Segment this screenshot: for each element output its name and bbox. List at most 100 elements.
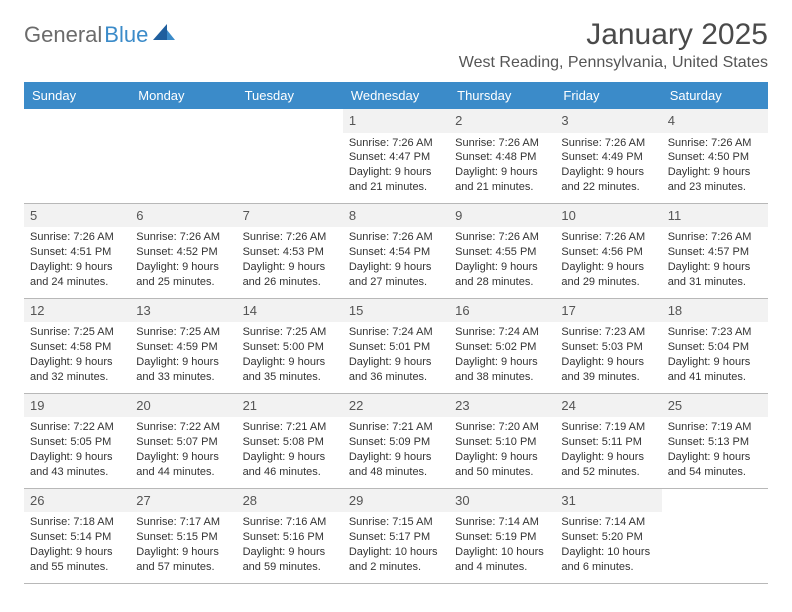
location: West Reading, Pennsylvania, United State…	[459, 54, 768, 72]
calendar-row: 19Sunrise: 7:22 AMSunset: 5:05 PMDayligh…	[24, 393, 768, 488]
calendar-row: 26Sunrise: 7:18 AMSunset: 5:14 PMDayligh…	[24, 488, 768, 583]
day-number: 19	[24, 394, 130, 418]
day-info: Sunrise: 7:25 AMSunset: 4:58 PMDaylight:…	[30, 325, 124, 384]
day-number: 9	[449, 204, 555, 228]
day-info: Sunrise: 7:22 AMSunset: 5:07 PMDaylight:…	[136, 420, 230, 479]
day-number: 14	[237, 299, 343, 323]
calendar-cell: 28Sunrise: 7:16 AMSunset: 5:16 PMDayligh…	[237, 488, 343, 583]
day-number: 15	[343, 299, 449, 323]
calendar-cell: 14Sunrise: 7:25 AMSunset: 5:00 PMDayligh…	[237, 298, 343, 393]
day-number: 5	[24, 204, 130, 228]
weekday-row: SundayMondayTuesdayWednesdayThursdayFrid…	[24, 82, 768, 109]
calendar-page: GeneralBlue January 2025 West Reading, P…	[0, 0, 792, 608]
day-number: 17	[555, 299, 661, 323]
day-number: 28	[237, 489, 343, 513]
day-number: 22	[343, 394, 449, 418]
calendar-cell: 27Sunrise: 7:17 AMSunset: 5:15 PMDayligh…	[130, 488, 236, 583]
day-number: 29	[343, 489, 449, 513]
calendar-cell: 2 Sunrise: 7:26 AMSunset: 4:48 PMDaylight…	[449, 109, 555, 203]
day-number: 4	[662, 109, 768, 133]
calendar-cell	[24, 109, 130, 203]
header: GeneralBlue January 2025 West Reading, P…	[24, 18, 768, 72]
day-info: Sunrise: 7:26 AMSunset: 4:55 PMDaylight:…	[455, 230, 549, 289]
weekday-header: Tuesday	[237, 82, 343, 109]
day-number: 8	[343, 204, 449, 228]
day-number: 26	[24, 489, 130, 513]
calendar-cell: 8Sunrise: 7:26 AMSunset: 4:54 PMDaylight…	[343, 203, 449, 298]
day-info: Sunrise: 7:26 AMSunset: 4:50 PMDaylight:…	[668, 136, 762, 195]
day-number: 27	[130, 489, 236, 513]
day-info: Sunrise: 7:26 AMSunset: 4:47 PMDaylight:…	[349, 136, 443, 195]
calendar-cell: 24Sunrise: 7:19 AMSunset: 5:11 PMDayligh…	[555, 393, 661, 488]
calendar-cell: 15Sunrise: 7:24 AMSunset: 5:01 PMDayligh…	[343, 298, 449, 393]
day-number: 24	[555, 394, 661, 418]
calendar-cell: 13Sunrise: 7:25 AMSunset: 4:59 PMDayligh…	[130, 298, 236, 393]
day-info: Sunrise: 7:14 AMSunset: 5:19 PMDaylight:…	[455, 515, 549, 574]
day-number: 23	[449, 394, 555, 418]
day-info: Sunrise: 7:19 AMSunset: 5:13 PMDaylight:…	[668, 420, 762, 479]
calendar-cell: 10Sunrise: 7:26 AMSunset: 4:56 PMDayligh…	[555, 203, 661, 298]
day-info: Sunrise: 7:15 AMSunset: 5:17 PMDaylight:…	[349, 515, 443, 574]
calendar-row: 12Sunrise: 7:25 AMSunset: 4:58 PMDayligh…	[24, 298, 768, 393]
calendar-cell: 3 Sunrise: 7:26 AMSunset: 4:49 PMDaylight…	[555, 109, 661, 203]
calendar-cell: 6Sunrise: 7:26 AMSunset: 4:52 PMDaylight…	[130, 203, 236, 298]
day-info: Sunrise: 7:25 AMSunset: 4:59 PMDaylight:…	[136, 325, 230, 384]
day-info: Sunrise: 7:22 AMSunset: 5:05 PMDaylight:…	[30, 420, 124, 479]
day-info: Sunrise: 7:25 AMSunset: 5:00 PMDaylight:…	[243, 325, 337, 384]
weekday-header: Sunday	[24, 82, 130, 109]
day-number: 2	[449, 109, 555, 133]
calendar-table: SundayMondayTuesdayWednesdayThursdayFrid…	[24, 82, 768, 584]
day-number: 31	[555, 489, 661, 513]
calendar-cell: 21Sunrise: 7:21 AMSunset: 5:08 PMDayligh…	[237, 393, 343, 488]
calendar-cell: 9Sunrise: 7:26 AMSunset: 4:55 PMDaylight…	[449, 203, 555, 298]
weekday-header: Thursday	[449, 82, 555, 109]
calendar-cell: 29Sunrise: 7:15 AMSunset: 5:17 PMDayligh…	[343, 488, 449, 583]
day-number: 13	[130, 299, 236, 323]
day-info: Sunrise: 7:16 AMSunset: 5:16 PMDaylight:…	[243, 515, 337, 574]
day-info: Sunrise: 7:18 AMSunset: 5:14 PMDaylight:…	[30, 515, 124, 574]
day-number: 25	[662, 394, 768, 418]
day-info: Sunrise: 7:26 AMSunset: 4:53 PMDaylight:…	[243, 230, 337, 289]
weekday-header: Saturday	[662, 82, 768, 109]
month-title: January 2025	[459, 18, 768, 52]
day-number: 7	[237, 204, 343, 228]
calendar-cell: 16Sunrise: 7:24 AMSunset: 5:02 PMDayligh…	[449, 298, 555, 393]
day-info: Sunrise: 7:23 AMSunset: 5:03 PMDaylight:…	[561, 325, 655, 384]
calendar-cell: 22Sunrise: 7:21 AMSunset: 5:09 PMDayligh…	[343, 393, 449, 488]
calendar-cell: 17Sunrise: 7:23 AMSunset: 5:03 PMDayligh…	[555, 298, 661, 393]
calendar-cell: 23Sunrise: 7:20 AMSunset: 5:10 PMDayligh…	[449, 393, 555, 488]
calendar-cell: 7Sunrise: 7:26 AMSunset: 4:53 PMDaylight…	[237, 203, 343, 298]
day-info: Sunrise: 7:26 AMSunset: 4:56 PMDaylight:…	[561, 230, 655, 289]
day-info: Sunrise: 7:19 AMSunset: 5:11 PMDaylight:…	[561, 420, 655, 479]
calendar-cell: 19Sunrise: 7:22 AMSunset: 5:05 PMDayligh…	[24, 393, 130, 488]
calendar-cell	[237, 109, 343, 203]
calendar-head: SundayMondayTuesdayWednesdayThursdayFrid…	[24, 82, 768, 109]
weekday-header: Friday	[555, 82, 661, 109]
weekday-header: Wednesday	[343, 82, 449, 109]
calendar-cell: 30Sunrise: 7:14 AMSunset: 5:19 PMDayligh…	[449, 488, 555, 583]
day-number: 10	[555, 204, 661, 228]
calendar-cell	[662, 488, 768, 583]
calendar-cell: 12Sunrise: 7:25 AMSunset: 4:58 PMDayligh…	[24, 298, 130, 393]
day-number: 30	[449, 489, 555, 513]
calendar-cell: 26Sunrise: 7:18 AMSunset: 5:14 PMDayligh…	[24, 488, 130, 583]
day-info: Sunrise: 7:21 AMSunset: 5:08 PMDaylight:…	[243, 420, 337, 479]
calendar-row: 1 Sunrise: 7:26 AMSunset: 4:47 PMDaylight…	[24, 109, 768, 203]
day-info: Sunrise: 7:26 AMSunset: 4:51 PMDaylight:…	[30, 230, 124, 289]
day-number: 6	[130, 204, 236, 228]
day-number: 1	[343, 109, 449, 133]
day-number: 16	[449, 299, 555, 323]
day-info: Sunrise: 7:26 AMSunset: 4:57 PMDaylight:…	[668, 230, 762, 289]
calendar-cell: 20Sunrise: 7:22 AMSunset: 5:07 PMDayligh…	[130, 393, 236, 488]
day-info: Sunrise: 7:24 AMSunset: 5:01 PMDaylight:…	[349, 325, 443, 384]
calendar-cell: 31Sunrise: 7:14 AMSunset: 5:20 PMDayligh…	[555, 488, 661, 583]
calendar-cell	[130, 109, 236, 203]
calendar-cell: 4 Sunrise: 7:26 AMSunset: 4:50 PMDaylight…	[662, 109, 768, 203]
day-info: Sunrise: 7:20 AMSunset: 5:10 PMDaylight:…	[455, 420, 549, 479]
day-info: Sunrise: 7:21 AMSunset: 5:09 PMDaylight:…	[349, 420, 443, 479]
logo-text-general: General	[24, 22, 102, 48]
logo-sail-icon	[153, 24, 175, 47]
day-number: 3	[555, 109, 661, 133]
day-info: Sunrise: 7:26 AMSunset: 4:48 PMDaylight:…	[455, 136, 549, 195]
day-info: Sunrise: 7:26 AMSunset: 4:49 PMDaylight:…	[561, 136, 655, 195]
